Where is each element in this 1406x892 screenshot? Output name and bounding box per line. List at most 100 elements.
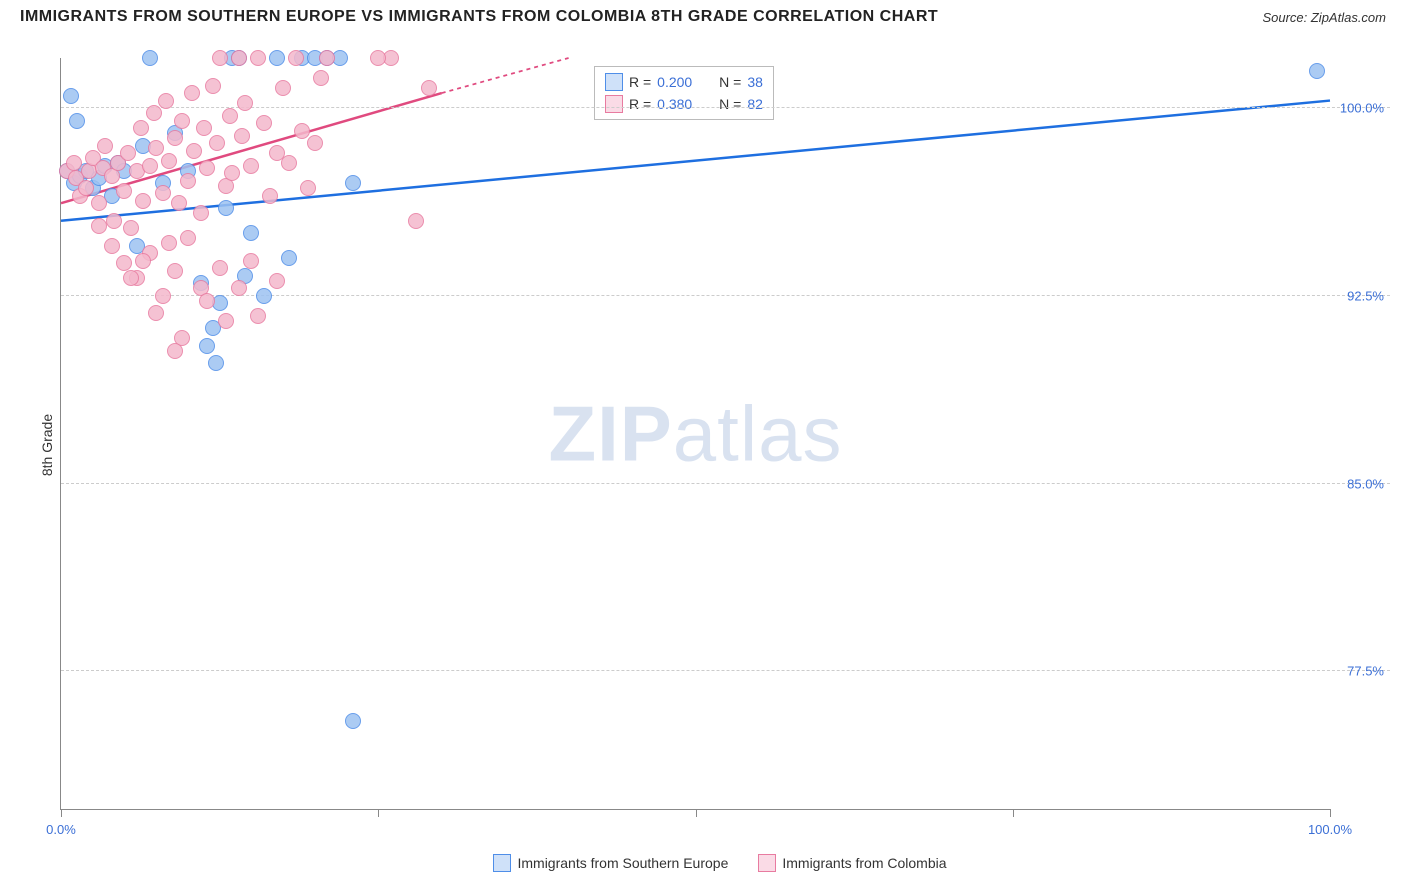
data-point bbox=[345, 175, 361, 191]
data-point bbox=[133, 120, 149, 136]
data-point bbox=[116, 183, 132, 199]
data-point bbox=[199, 338, 215, 354]
data-point bbox=[218, 313, 234, 329]
x-tick bbox=[696, 809, 697, 817]
data-point bbox=[300, 180, 316, 196]
data-point bbox=[63, 88, 79, 104]
data-point bbox=[224, 165, 240, 181]
x-tick-label: 0.0% bbox=[46, 822, 76, 837]
trend-line-dashed bbox=[442, 58, 569, 93]
legend-n-label: N = bbox=[719, 96, 741, 112]
x-tick-label: 100.0% bbox=[1308, 822, 1352, 837]
data-point bbox=[142, 50, 158, 66]
data-point bbox=[171, 195, 187, 211]
legend-label: Immigrants from Colombia bbox=[782, 855, 946, 871]
data-point bbox=[208, 355, 224, 371]
watermark: ZIPatlas bbox=[548, 388, 842, 479]
legend-r-value: 0.380 bbox=[657, 96, 705, 112]
title-bar: IMMIGRANTS FROM SOUTHERN EUROPE VS IMMIG… bbox=[0, 0, 1406, 30]
source-attribution: Source: ZipAtlas.com bbox=[1262, 10, 1386, 25]
data-point bbox=[319, 50, 335, 66]
legend-swatch bbox=[493, 854, 511, 872]
correlation-legend: R = 0.200 N = 38 R = 0.380 N = 82 bbox=[594, 66, 774, 120]
plot-area: ZIPatlas R =0.200N =38R =0.380N =82 77.5… bbox=[60, 58, 1330, 810]
data-point bbox=[243, 253, 259, 269]
legend-r-label: R = bbox=[629, 74, 651, 90]
legend-r-label: R = bbox=[629, 96, 651, 112]
data-point bbox=[123, 220, 139, 236]
data-point bbox=[222, 108, 238, 124]
data-point bbox=[269, 50, 285, 66]
data-point bbox=[250, 50, 266, 66]
data-point bbox=[199, 160, 215, 176]
legend-row: R = 0.200 N = 38 bbox=[605, 71, 763, 93]
data-point bbox=[116, 255, 132, 271]
legend-label: Immigrants from Southern Europe bbox=[517, 855, 728, 871]
legend-item: Immigrants from Colombia bbox=[758, 854, 946, 872]
data-point bbox=[234, 128, 250, 144]
gridline bbox=[61, 107, 1390, 108]
data-point bbox=[209, 135, 225, 151]
source-name: ZipAtlas.com bbox=[1311, 10, 1386, 25]
data-point bbox=[180, 230, 196, 246]
data-point bbox=[218, 200, 234, 216]
y-axis-label: 8th Grade bbox=[39, 414, 55, 476]
data-point bbox=[120, 145, 136, 161]
data-point bbox=[313, 70, 329, 86]
data-point bbox=[66, 155, 82, 171]
data-point bbox=[281, 250, 297, 266]
data-point bbox=[123, 270, 139, 286]
y-tick-label: 77.5% bbox=[1347, 664, 1384, 679]
data-point bbox=[193, 205, 209, 221]
y-tick-label: 85.0% bbox=[1347, 476, 1384, 491]
data-point bbox=[237, 95, 253, 111]
data-point bbox=[196, 120, 212, 136]
data-point bbox=[288, 50, 304, 66]
data-point bbox=[421, 80, 437, 96]
data-point bbox=[408, 213, 424, 229]
legend-n-label: N = bbox=[719, 74, 741, 90]
data-point bbox=[174, 113, 190, 129]
data-point bbox=[1309, 63, 1325, 79]
y-tick-label: 100.0% bbox=[1340, 101, 1384, 116]
legend-swatch bbox=[605, 95, 623, 113]
data-point bbox=[205, 78, 221, 94]
gridline bbox=[61, 670, 1390, 671]
source-prefix: Source: bbox=[1262, 10, 1310, 25]
data-point bbox=[91, 218, 107, 234]
watermark-atlas: atlas bbox=[673, 389, 843, 477]
data-point bbox=[158, 93, 174, 109]
gridline bbox=[61, 483, 1390, 484]
data-point bbox=[256, 115, 272, 131]
data-point bbox=[69, 113, 85, 129]
data-point bbox=[167, 130, 183, 146]
data-point bbox=[180, 173, 196, 189]
x-tick bbox=[1330, 809, 1331, 817]
legend-n-value: 38 bbox=[747, 74, 763, 90]
legend-row: R = 0.380 N = 82 bbox=[605, 93, 763, 115]
data-point bbox=[97, 138, 113, 154]
data-point bbox=[294, 123, 310, 139]
data-point bbox=[186, 143, 202, 159]
data-point bbox=[262, 188, 278, 204]
data-point bbox=[370, 50, 386, 66]
data-point bbox=[135, 253, 151, 269]
x-tick bbox=[61, 809, 62, 817]
data-point bbox=[212, 260, 228, 276]
data-point bbox=[155, 288, 171, 304]
data-point bbox=[231, 280, 247, 296]
legend-r-value: 0.200 bbox=[657, 74, 705, 90]
legend-n-value: 82 bbox=[747, 96, 763, 112]
data-point bbox=[231, 50, 247, 66]
data-point bbox=[243, 225, 259, 241]
data-point bbox=[199, 293, 215, 309]
data-point bbox=[269, 273, 285, 289]
data-point bbox=[345, 713, 361, 729]
data-point bbox=[104, 238, 120, 254]
legend-swatch bbox=[758, 854, 776, 872]
data-point bbox=[243, 158, 259, 174]
data-point bbox=[146, 105, 162, 121]
series-legend: Immigrants from Southern Europe Immigrant… bbox=[50, 854, 1390, 872]
data-point bbox=[106, 213, 122, 229]
data-point bbox=[167, 343, 183, 359]
